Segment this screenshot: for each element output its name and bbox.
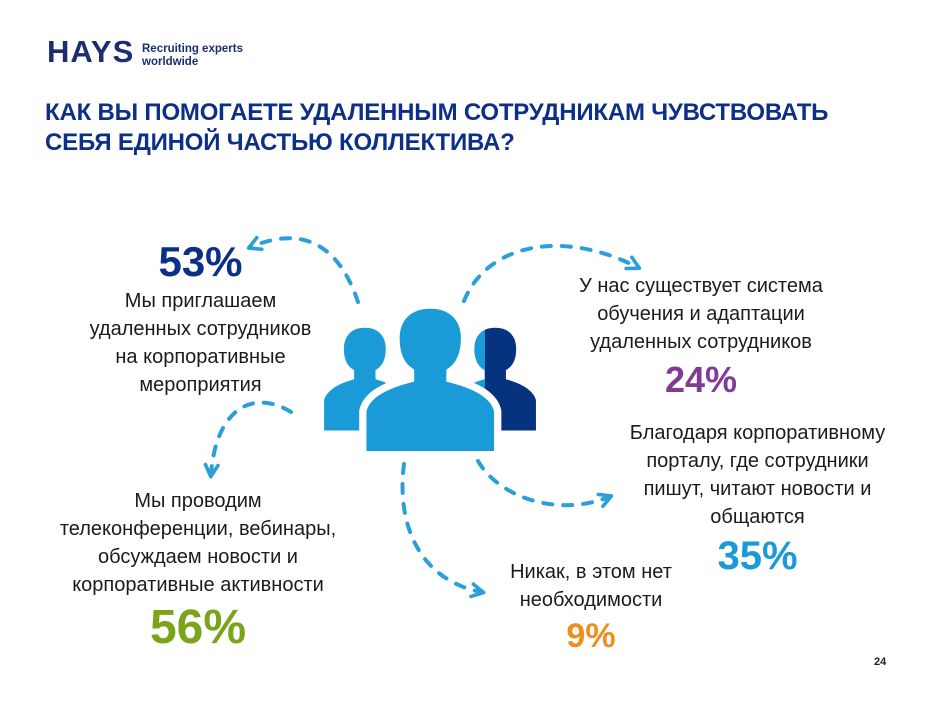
hays-logo: HAYS	[47, 34, 135, 69]
arrow-to-no-need	[400, 462, 486, 599]
stat-label-line: Мы приглашаем	[124, 290, 277, 312]
stat-label-line: мероприятия	[139, 374, 262, 396]
arrow-to-teleconferences	[203, 400, 293, 479]
stat-value: 9%	[566, 617, 616, 655]
stat-label-line: удаленных сотрудников	[89, 318, 312, 340]
stat-label-line: обсуждаем новости и	[98, 546, 298, 568]
stat-label-line: У нас существует система	[579, 275, 823, 297]
stat-label-line: удаленных сотрудников	[590, 331, 812, 353]
stat-label-line: обучения и адаптации	[597, 303, 805, 325]
stat-label-line: необходимости	[519, 589, 663, 611]
stat-label-line: общаются	[710, 506, 805, 528]
stat-training-system: У нас существует система обучения и адап…	[550, 272, 852, 404]
stat-label-line: Никак, в этом нет	[510, 561, 672, 583]
arrow-to-corporate-portal	[476, 459, 614, 508]
stat-invite-events: 53% Мы приглашаем удаленных сотрудников …	[58, 237, 343, 399]
stat-corporate-portal: Благодаря корпоративному порталу, где со…	[605, 419, 910, 581]
stat-label-line: Благодаря корпоративному	[629, 422, 886, 444]
stat-label-line: порталу, где сотрудники	[646, 450, 869, 472]
stat-value: 53%	[158, 238, 243, 285]
stat-value: 56%	[149, 601, 247, 654]
stat-label-line: телеконференции, вебинары,	[59, 518, 337, 540]
stat-label-line: пишут, читают новости и	[643, 478, 872, 500]
hays-logo-tagline: Recruiting experts worldwide	[142, 43, 243, 68]
people-group-icon	[310, 293, 554, 461]
stat-no-need: Никак, в этом нет необходимости 9%	[480, 558, 702, 658]
stat-label-line: на корпоративные	[115, 346, 286, 368]
stat-value: 35%	[717, 534, 798, 578]
page-number: 24	[874, 656, 887, 668]
slide-title-line1: КАК ВЫ ПОМОГАЕТЕ УДАЛЕННЫМ СОТРУДНИКАМ Ч…	[45, 99, 829, 126]
stat-label-line: корпоративные активности	[72, 574, 324, 596]
stat-value: 24%	[664, 359, 738, 400]
stat-label-line: Мы проводим	[134, 490, 262, 512]
stat-teleconferences: Мы проводим телеконференции, вебинары, о…	[42, 487, 354, 657]
slide-title-line2: СЕБЯ ЕДИНОЙ ЧАСТЬЮ КОЛЛЕКТИВА?	[45, 129, 515, 156]
